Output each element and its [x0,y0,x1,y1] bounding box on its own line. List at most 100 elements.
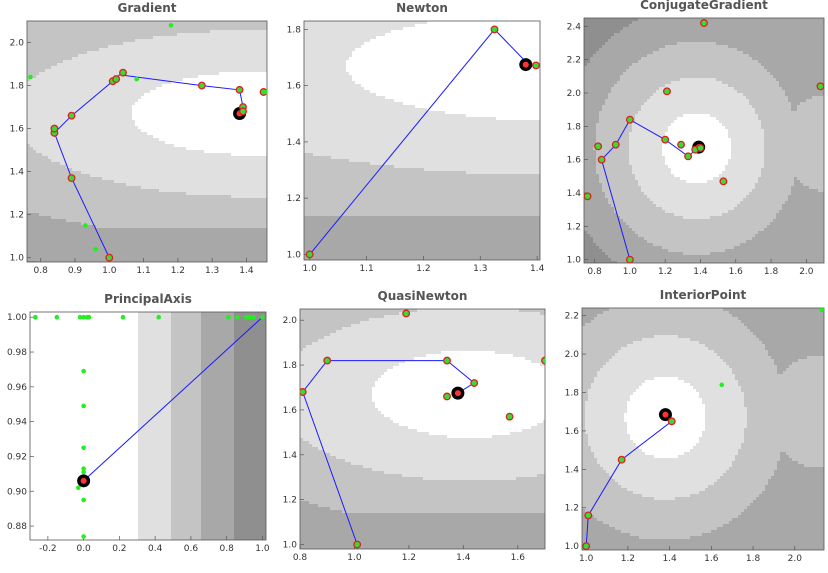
evaluation-point [719,177,728,186]
y-tick-label: 1.4 [10,168,25,178]
evaluation-point [305,250,314,259]
panel-principalaxis: PrincipalAxis -0.2 0.0 0.2 0.4 0.6 0.8 1.0 0.88 0… [7,292,270,554]
y-tick-label: 1.6 [283,406,298,416]
x-tick-label: 0.6 [184,544,199,554]
step-point [819,308,824,313]
y-tick-label: 1.00 [7,313,27,323]
evaluation-point [700,19,708,27]
evaluation-point [235,85,244,94]
evaluation-point [300,388,307,396]
x-tick-label: 0.9 [68,266,83,276]
y-tick-label: 1.8 [10,82,25,92]
x-tick-label: 1.2 [416,264,430,274]
x-tick-label: 1.0 [303,264,318,274]
evaluation-point [402,309,411,318]
panel-gradient: Gradient 0.8 0.9 1.0 1.1 1.2 1.3 1.4 1.0 1.2 1.4 1.… [10,1,268,276]
contour-shading [300,309,545,549]
x-tick-label: 1.2 [402,553,416,563]
y-tick-label: 2.0 [283,316,298,326]
evaluation-point [661,135,670,144]
y-tick-label: 0.98 [7,348,27,358]
y-tick-label: 0.88 [7,522,27,532]
y-tick-label: 1.6 [567,156,582,166]
plot-frame [26,20,268,263]
step-point [156,314,162,320]
step-point [86,314,92,320]
evaluation-point [597,155,606,164]
step-point [244,314,249,320]
evaluation-point [582,542,591,550]
evaluation-point [625,255,634,263]
step-point [120,314,126,320]
x-tick-label: 1.4 [239,266,254,276]
contour-shading [30,312,266,540]
y-tick-label: 0.96 [7,383,27,393]
y-tick-label: 0.94 [7,418,27,428]
x-tick-label: 0.2 [112,544,126,554]
plot-frame [303,20,541,261]
panel-title: QuasiNewton [378,289,468,303]
evaluation-point [67,174,76,183]
minimum-marker-center [454,390,461,397]
plot-frame [581,307,825,551]
y-tick-label: 1.2 [283,496,297,506]
step-point [81,534,86,539]
panel-conjugategradient: ConjugateGradient 0.8 1.0 1.2 1.4 1.6 1.8 2.0 1.… [567,0,825,277]
y-tick-label: 1.0 [283,541,298,551]
x-tick-label: 1.1 [136,266,150,276]
minimum-marker-center [662,411,669,418]
y-tick-label: 1.8 [287,25,302,35]
y-tick-label: 1.8 [565,389,580,399]
panel-title: ConjugateGradient [640,0,768,12]
evaluation-point [532,61,540,70]
evaluation-point [490,25,499,34]
y-tick-label: 1.8 [567,122,582,132]
contour-shading [304,21,540,260]
evaluation-point [353,540,362,549]
step-point [81,466,86,471]
step-point [28,74,33,80]
y-tick-label: 1.8 [283,361,298,371]
evaluation-point [505,412,514,421]
evaluation-point [119,68,127,77]
evaluation-point [541,356,545,365]
step-point [264,89,267,95]
y-tick-label: 1.4 [287,138,302,148]
x-tick-label: 1.8 [746,554,761,564]
step-point [226,314,231,320]
evaluation-point [239,107,247,116]
step-point [81,368,86,374]
evaluation-point [816,82,824,91]
evaluation-point [584,511,593,520]
y-tick-label: 2.4 [567,22,582,32]
y-tick-label: 1.6 [287,82,302,92]
x-tick-label: 0.0 [76,544,91,554]
step-point [134,76,140,82]
step-point [75,485,81,491]
y-tick-label: 2.0 [10,39,25,49]
evaluation-point [197,81,206,90]
contour-shading [27,21,267,262]
x-tick-label: 0.8 [34,266,49,276]
x-tick-label: 1.0 [255,544,270,554]
step-point [251,314,256,320]
step-point [168,23,174,28]
y-tick-label: 1.2 [565,504,579,514]
step-point [260,314,265,320]
y-tick-label: 1.0 [287,250,302,260]
panel-title: Gradient [118,1,177,15]
y-tick-label: 1.4 [283,451,298,461]
y-tick-label: 2.0 [567,89,582,99]
evaluation-point [50,124,59,133]
x-tick-label: 1.6 [729,267,744,277]
x-tick-label: 0.4 [148,544,163,554]
x-tick-label: 1.8 [764,267,779,277]
evaluation-point [443,392,451,401]
step-point [235,314,240,320]
step-point [77,314,83,320]
step-point [33,314,38,320]
y-tick-label: 1.4 [567,189,582,199]
step-point [81,403,86,409]
minimum-marker-center [80,477,87,484]
